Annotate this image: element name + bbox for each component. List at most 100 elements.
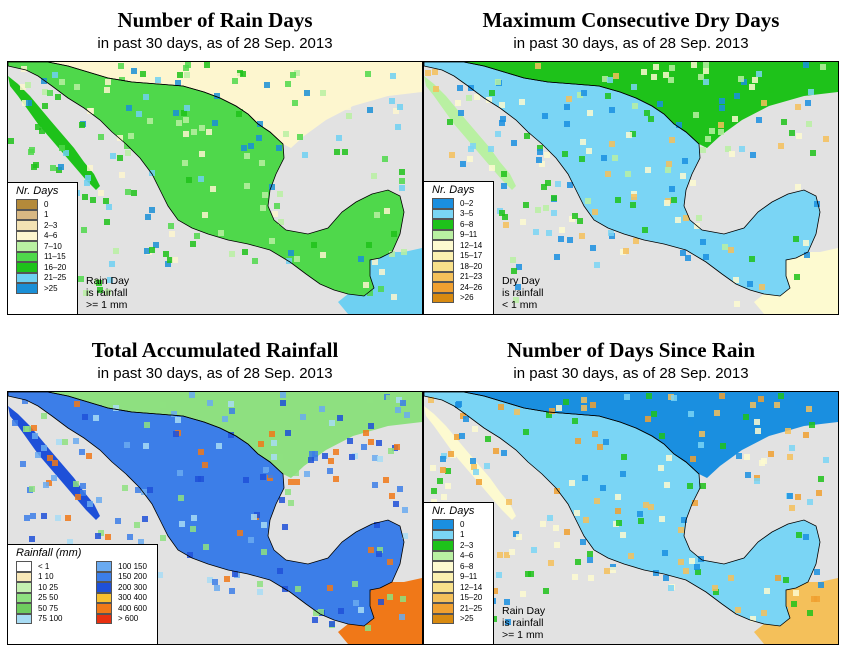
- grid-cell: [389, 493, 395, 499]
- grid-cell: [157, 572, 163, 578]
- grid-cell: [669, 186, 675, 192]
- grid-cell: [199, 125, 205, 131]
- grid-cell: [80, 490, 86, 496]
- map-dry-days: Nr. Days 0–2 3–5 6–8 9–11 12–14 15–17 18–20 21–…: [423, 61, 839, 315]
- grid-cell: [805, 100, 811, 106]
- grid-cell: [78, 276, 84, 282]
- grid-cell: [455, 402, 461, 408]
- grid-cell: [368, 439, 374, 445]
- grid-cell: [368, 423, 374, 429]
- grid-cell: [269, 238, 275, 244]
- grid-cell: [692, 500, 698, 506]
- grid-cell: [472, 426, 478, 432]
- grid-cell: [143, 443, 149, 449]
- legend-entry: 12–14: [424, 582, 493, 593]
- grid-cell: [768, 87, 774, 93]
- grid-cell: [365, 586, 371, 592]
- grid-cell: [125, 189, 131, 195]
- grid-cell: [604, 568, 610, 574]
- grid-cell: [29, 536, 35, 542]
- legend-label: 24–26: [460, 282, 483, 292]
- grid-cell: [793, 590, 799, 596]
- grid-cell: [642, 227, 648, 233]
- grid-cell: [204, 62, 210, 68]
- legend-swatch: [16, 613, 32, 624]
- grid-cell: [365, 625, 371, 631]
- grid-cell: [83, 290, 89, 296]
- grid-cell: [33, 162, 39, 168]
- legend-entry: 21–23: [424, 271, 493, 282]
- grid-cell: [803, 432, 809, 438]
- grid-cell: [386, 395, 392, 401]
- grid-cell: [23, 426, 29, 432]
- grid-cell: [499, 102, 505, 108]
- grid-cell: [729, 151, 735, 157]
- legend-swatch: [96, 613, 112, 624]
- legend-entry: 15–20: [424, 592, 493, 603]
- grid-cell: [437, 478, 443, 484]
- grid-cell: [554, 542, 560, 548]
- grid-cell: [367, 290, 373, 296]
- legend-entry: >25: [8, 283, 77, 294]
- grid-cell: [345, 104, 351, 110]
- grid-cell: [217, 532, 223, 538]
- grid-cell: [167, 257, 173, 263]
- grid-cell: [662, 550, 668, 556]
- grid-cell: [807, 499, 813, 505]
- grid-cell: [615, 494, 621, 500]
- grid-cell: [709, 128, 715, 134]
- grid-cell: [594, 498, 600, 504]
- grid-cell: [807, 610, 813, 616]
- grid-cell: [59, 79, 65, 85]
- grid-cell: [609, 107, 615, 113]
- grid-cell: [399, 185, 405, 191]
- grid-cell: [814, 569, 820, 575]
- map-note: Rain Day is rainfall >= 1 mm: [86, 275, 129, 311]
- grid-cell: [795, 184, 801, 190]
- panel-subtitle: in past 30 days, as of 28 Sep. 2013: [97, 35, 333, 52]
- grid-cell: [149, 247, 155, 253]
- map-note: Dry Day is rainfall < 1 mm: [502, 275, 543, 311]
- grid-cell: [761, 100, 767, 106]
- grid-cell: [222, 416, 228, 422]
- grid-cell: [586, 148, 592, 154]
- legend-entry: 75 100: [8, 613, 88, 624]
- grid-cell: [718, 122, 724, 128]
- grid-cell: [545, 180, 551, 186]
- grid-cell: [88, 108, 94, 114]
- grid-cell: [149, 207, 155, 213]
- grid-cell: [169, 231, 175, 237]
- grid-cell: [445, 468, 451, 474]
- grid-cell: [471, 464, 477, 470]
- grid-cell: [592, 209, 598, 215]
- grid-cell: [575, 559, 581, 565]
- grid-cell: [803, 240, 809, 246]
- grid-cell: [713, 589, 719, 595]
- grid-cell: [467, 156, 473, 162]
- grid-cell: [229, 251, 235, 257]
- grid-cell: [394, 444, 400, 450]
- grid-cell: [572, 213, 578, 219]
- grid-cell: [67, 539, 73, 545]
- legend-label: 2–3: [44, 220, 58, 230]
- grid-cell: [372, 482, 378, 488]
- grid-cell: [288, 250, 294, 256]
- grid-cell: [28, 149, 34, 155]
- grid-cell: [567, 182, 573, 188]
- grid-cell: [517, 109, 523, 115]
- legend-swatch: [96, 592, 112, 603]
- legend-label: 1 10: [38, 572, 54, 582]
- legend-label: >25: [460, 614, 474, 624]
- grid-cell: [39, 128, 45, 134]
- grid-cell: [511, 140, 517, 146]
- grid-cell: [543, 588, 549, 594]
- grid-cell: [259, 160, 265, 166]
- grid-cell: [139, 85, 145, 91]
- grid-cell: [787, 493, 793, 499]
- grid-cell: [460, 161, 466, 167]
- grid-cell: [186, 484, 192, 490]
- grid-cell: [280, 392, 286, 398]
- grid-cell: [228, 155, 234, 161]
- grid-cell: [367, 107, 373, 113]
- grid-cell: [256, 135, 262, 141]
